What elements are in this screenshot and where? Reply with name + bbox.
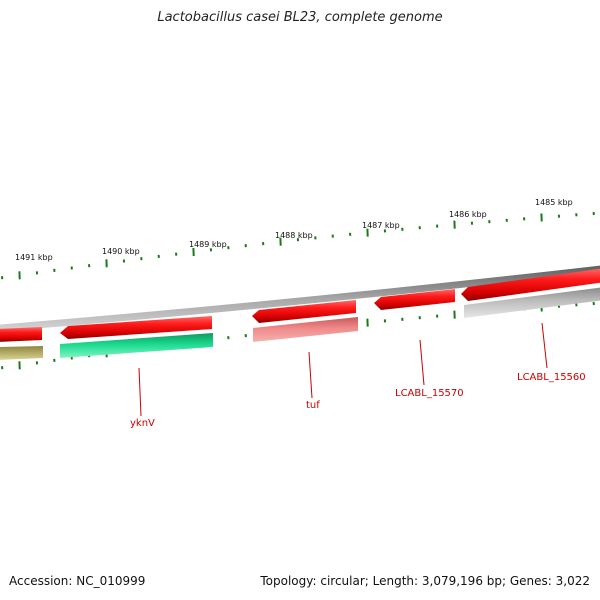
- gene-block[interactable]: [464, 287, 600, 318]
- gene-leader-line: [308, 351, 313, 399]
- gene-leader-line: [138, 367, 142, 417]
- accession-text: Accession: NC_010999: [9, 574, 146, 588]
- gene-label-tuf[interactable]: tuf: [306, 400, 320, 411]
- outer-ruler: [1, 211, 595, 280]
- gene-arrow[interactable]: [252, 300, 356, 323]
- ruler-label: 1490 kbp: [102, 247, 140, 256]
- gene-block-yknV[interactable]: [60, 333, 213, 358]
- gene-label-yknV[interactable]: yknV: [130, 418, 155, 429]
- ruler-label: 1488 kbp: [275, 231, 313, 240]
- ruler-label: 1491 kbp: [15, 253, 53, 262]
- gene-arrow[interactable]: [60, 316, 212, 339]
- gene-arrow[interactable]: [0, 327, 42, 342]
- ruler-label: 1487 kbp: [362, 221, 400, 230]
- gene-leader-line: [419, 339, 425, 386]
- gene-arrow[interactable]: [461, 268, 600, 301]
- genome-backbone: [0, 265, 600, 332]
- map-title: Lactobacillus casei BL23, complete genom…: [157, 10, 443, 25]
- gene-arrow[interactable]: [374, 289, 455, 310]
- ruler-label: 1489 kbp: [189, 240, 227, 249]
- gene-block-tuf[interactable]: [253, 317, 358, 342]
- ruler-label: 1486 kbp: [449, 210, 487, 219]
- ruler-label: 1485 kbp: [535, 198, 573, 207]
- gene-block[interactable]: [0, 346, 43, 360]
- gene-label-lcabl-15570[interactable]: LCABL_15570: [395, 388, 464, 399]
- genome-stats-text: Topology: circular; Length: 3,079,196 bp…: [260, 574, 590, 588]
- gene-label-lcabl-15560[interactable]: LCABL_15560: [517, 372, 586, 383]
- gene-leader-line: [541, 322, 548, 369]
